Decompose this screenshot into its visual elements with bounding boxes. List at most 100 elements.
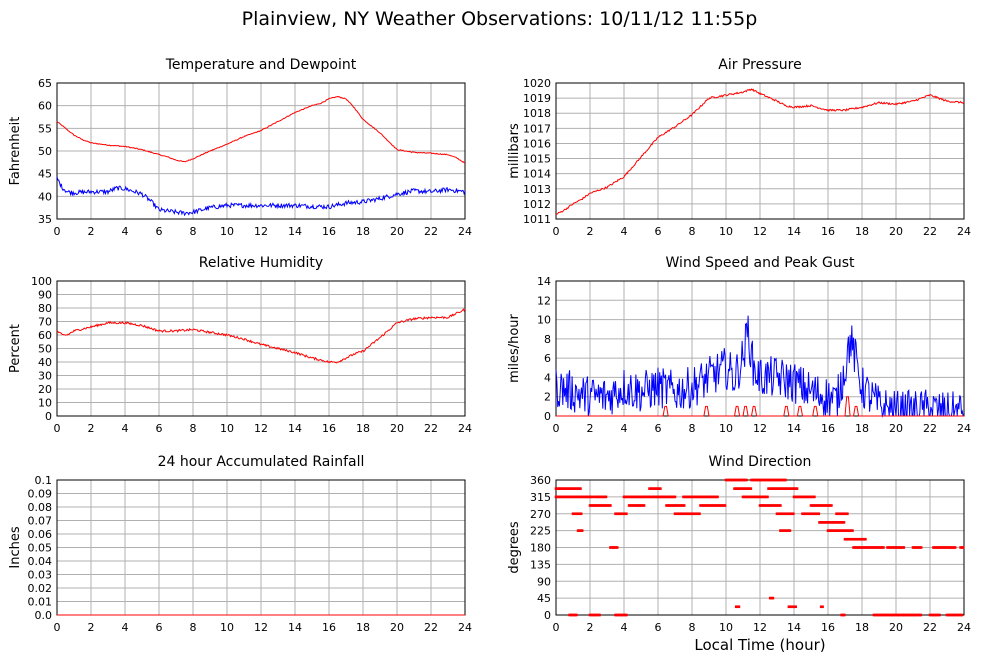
- data-point: [572, 495, 575, 499]
- data-point: [623, 512, 627, 516]
- data-point: [598, 613, 601, 617]
- data-point: [818, 521, 821, 524]
- x-tick-label: 20: [889, 422, 903, 435]
- x-tick-label: 4: [621, 225, 628, 238]
- data-point: [793, 605, 796, 609]
- x-tick-label: 10: [719, 422, 733, 435]
- data-point: [791, 605, 795, 609]
- data-point: [561, 487, 565, 490]
- x-tick-label: 4: [122, 621, 129, 634]
- data-point: [856, 546, 859, 549]
- data-point: [554, 495, 558, 499]
- data-point: [953, 613, 957, 617]
- x-tick-label: 8: [190, 621, 197, 634]
- data-point: [575, 495, 578, 499]
- data-point: [618, 613, 621, 617]
- data-point: [629, 495, 633, 499]
- data-point: [775, 487, 778, 490]
- data-point: [898, 546, 902, 549]
- data-point: [793, 487, 796, 490]
- data-point: [784, 529, 788, 532]
- y-tick-label: 40: [38, 190, 52, 203]
- data-point: [914, 546, 918, 549]
- data-point: [569, 613, 573, 617]
- data-point: [945, 546, 949, 549]
- data-point: [561, 495, 565, 499]
- data-point: [639, 495, 643, 499]
- data-point: [871, 546, 874, 549]
- x-tick-label: 20: [390, 621, 404, 634]
- data-point: [820, 504, 824, 507]
- data-point: [879, 546, 882, 549]
- data-point: [791, 487, 795, 490]
- data-point: [890, 613, 893, 617]
- data-point: [932, 613, 936, 617]
- data-point: [672, 504, 675, 507]
- data-point: [811, 495, 815, 499]
- data-point: [708, 504, 712, 507]
- x-tick-label: 20: [889, 225, 903, 238]
- y-tick-label: 0: [544, 609, 551, 622]
- x-tick-label: 18: [356, 422, 370, 435]
- data-point: [701, 504, 705, 507]
- data-point: [861, 546, 865, 549]
- data-point: [645, 495, 648, 499]
- data-point: [744, 487, 747, 490]
- data-point: [882, 613, 885, 617]
- data-point: [746, 487, 750, 490]
- y-tick-label: 1012: [523, 198, 551, 211]
- data-point: [565, 495, 569, 499]
- data-point: [740, 487, 743, 490]
- data-point: [918, 546, 922, 549]
- data-point: [699, 495, 703, 499]
- y-tick-label: 55: [38, 122, 52, 135]
- data-point: [835, 521, 839, 524]
- data-point: [710, 495, 714, 499]
- data-point: [789, 512, 792, 516]
- data-point: [754, 478, 757, 482]
- data-point: [683, 495, 687, 499]
- data-point: [816, 512, 819, 516]
- x-tick-label: 24: [957, 422, 971, 435]
- data-point: [640, 504, 643, 507]
- y-axis-label: Fahrenheit: [8, 117, 23, 186]
- data-point: [702, 495, 706, 499]
- data-point: [752, 495, 756, 499]
- data-point: [938, 613, 941, 617]
- data-point: [794, 605, 797, 609]
- data-point: [573, 613, 577, 617]
- y-axis-label: miles/hour: [507, 313, 522, 382]
- x-tick-label: 0: [54, 422, 61, 435]
- data-point: [947, 546, 950, 549]
- y-tick-label: 0.09: [28, 488, 53, 501]
- data-point: [941, 546, 945, 549]
- data-point: [910, 613, 913, 617]
- data-point: [826, 504, 829, 507]
- data-point: [879, 613, 882, 617]
- data-point: [862, 537, 866, 541]
- data-point: [773, 478, 776, 482]
- data-point: [890, 546, 893, 549]
- data-point: [678, 504, 682, 507]
- data-point: [780, 487, 784, 490]
- data-point: [706, 495, 710, 499]
- y-tick-label: 1016: [523, 137, 551, 150]
- y-tick-label: 0.01: [28, 596, 53, 609]
- x-tick-label: 18: [855, 422, 869, 435]
- data-point: [642, 504, 646, 507]
- data-point: [851, 529, 854, 532]
- data-point: [779, 504, 782, 507]
- data-point: [720, 504, 724, 507]
- data-point: [933, 546, 937, 549]
- data-point: [569, 495, 573, 499]
- data-point: [931, 613, 935, 617]
- data-point: [853, 537, 856, 541]
- data-point: [814, 512, 818, 516]
- data-point: [659, 487, 662, 490]
- data-point: [758, 478, 761, 482]
- x-tick-label: 4: [621, 422, 628, 435]
- data-point: [861, 537, 864, 541]
- data-point: [661, 495, 665, 499]
- data-point: [564, 487, 567, 490]
- data-point: [857, 537, 860, 541]
